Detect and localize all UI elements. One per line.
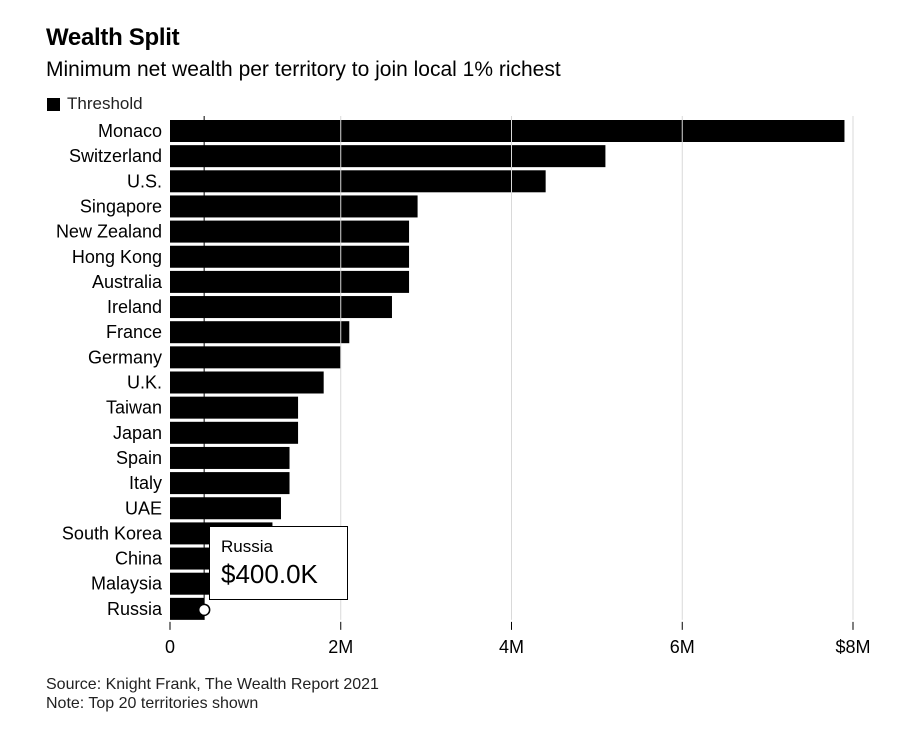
hover-marker <box>197 603 211 617</box>
legend-swatch <box>47 97 60 111</box>
category-label: Taiwan <box>106 398 162 418</box>
chart-subtitle: Minimum net wealth per territory to join… <box>46 58 561 81</box>
x-tick-label: $8M <box>835 637 870 657</box>
bar[interactable] <box>170 371 324 394</box>
category-label: Malaysia <box>91 574 163 594</box>
bar[interactable] <box>170 446 290 469</box>
source-text: Source: Knight Frank, The Wealth Report … <box>46 676 379 693</box>
bar[interactable] <box>170 120 845 142</box>
category-label: U.S. <box>127 171 162 191</box>
category-label: Switzerland <box>69 146 162 166</box>
bar[interactable] <box>170 170 546 193</box>
bar[interactable] <box>170 195 418 218</box>
x-tick-label: 6M <box>670 637 695 657</box>
bar[interactable] <box>170 497 281 520</box>
x-tick-label: 4M <box>499 637 524 657</box>
bar[interactable] <box>170 245 410 268</box>
bar[interactable] <box>170 220 410 243</box>
x-tick-label: 2M <box>328 637 353 657</box>
category-label: New Zealand <box>56 222 162 242</box>
bar[interactable] <box>170 472 290 495</box>
tooltip-category: Russia <box>221 537 273 556</box>
bar[interactable] <box>170 346 341 369</box>
category-label: Russia <box>107 599 163 619</box>
tooltip: Russia $400.0K <box>209 526 348 600</box>
tooltip-value: $400.0K <box>221 559 318 589</box>
category-label: China <box>115 549 163 569</box>
category-label: Australia <box>92 272 163 292</box>
category-label: Spain <box>116 448 162 468</box>
bar[interactable] <box>170 270 410 293</box>
bar[interactable] <box>170 572 213 595</box>
category-label: France <box>106 322 162 342</box>
category-label: Monaco <box>98 121 162 141</box>
category-label: Singapore <box>80 196 162 216</box>
category-label: South Korea <box>62 523 163 543</box>
bar[interactable] <box>170 296 392 319</box>
bar[interactable] <box>170 145 606 168</box>
category-label: U.K. <box>127 373 162 393</box>
x-tick-label: 0 <box>165 637 175 657</box>
legend-label: Threshold <box>67 94 143 113</box>
category-label: Hong Kong <box>72 247 162 267</box>
bar[interactable] <box>170 421 299 444</box>
category-label: Ireland <box>107 297 162 317</box>
category-label: Germany <box>88 347 162 367</box>
chart-title: Wealth Split <box>46 24 180 51</box>
bar[interactable] <box>170 396 299 419</box>
note-text: Note: Top 20 territories shown <box>46 695 259 712</box>
category-label: Japan <box>113 423 162 443</box>
legend: Threshold <box>47 94 143 114</box>
bar[interactable] <box>170 321 350 344</box>
bar[interactable] <box>170 597 205 620</box>
category-label: UAE <box>125 498 162 518</box>
category-label: Italy <box>129 473 162 493</box>
